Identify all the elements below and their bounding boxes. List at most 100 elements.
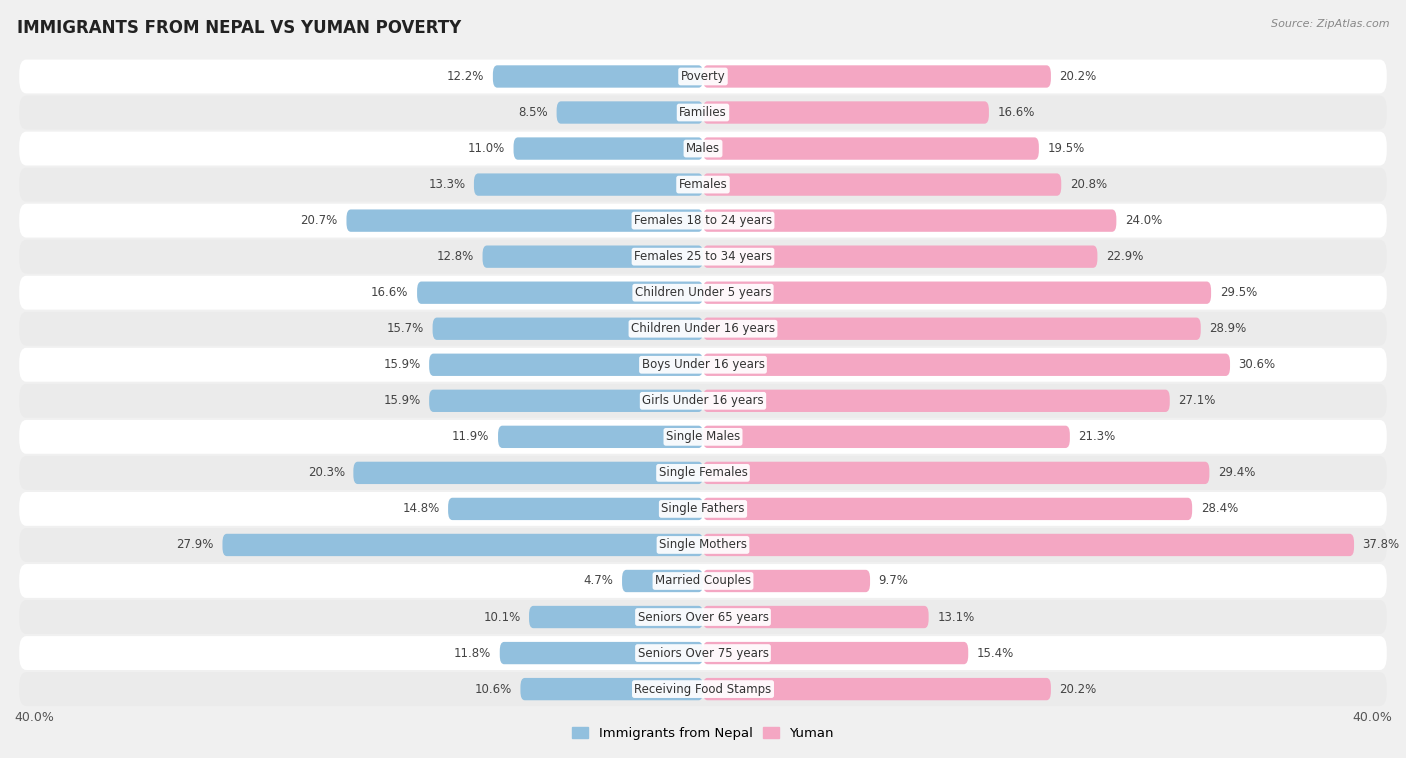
FancyBboxPatch shape xyxy=(703,462,1209,484)
Text: 13.1%: 13.1% xyxy=(938,610,974,624)
Text: 10.1%: 10.1% xyxy=(484,610,520,624)
Text: Children Under 5 years: Children Under 5 years xyxy=(634,287,772,299)
Text: 40.0%: 40.0% xyxy=(1353,712,1392,725)
Text: 29.4%: 29.4% xyxy=(1218,466,1256,479)
Text: Single Mothers: Single Mothers xyxy=(659,538,747,552)
FancyBboxPatch shape xyxy=(703,642,969,664)
Text: Males: Males xyxy=(686,142,720,155)
FancyBboxPatch shape xyxy=(449,498,703,520)
FancyBboxPatch shape xyxy=(703,102,988,124)
FancyBboxPatch shape xyxy=(20,672,1386,706)
FancyBboxPatch shape xyxy=(703,65,1050,88)
Text: 11.0%: 11.0% xyxy=(468,142,505,155)
FancyBboxPatch shape xyxy=(703,281,1211,304)
FancyBboxPatch shape xyxy=(703,174,1062,196)
FancyBboxPatch shape xyxy=(20,564,1386,598)
FancyBboxPatch shape xyxy=(222,534,703,556)
Text: 12.2%: 12.2% xyxy=(447,70,484,83)
FancyBboxPatch shape xyxy=(703,498,1192,520)
Text: 11.8%: 11.8% xyxy=(454,647,491,659)
FancyBboxPatch shape xyxy=(703,209,1116,232)
FancyBboxPatch shape xyxy=(20,132,1386,165)
Text: 15.9%: 15.9% xyxy=(384,394,420,407)
FancyBboxPatch shape xyxy=(20,96,1386,130)
Text: 4.7%: 4.7% xyxy=(583,575,613,587)
Text: 20.2%: 20.2% xyxy=(1060,683,1097,696)
FancyBboxPatch shape xyxy=(529,606,703,628)
Text: 20.7%: 20.7% xyxy=(301,214,337,227)
Text: Seniors Over 65 years: Seniors Over 65 years xyxy=(637,610,769,624)
Text: 15.7%: 15.7% xyxy=(387,322,425,335)
Text: 20.3%: 20.3% xyxy=(308,466,344,479)
Text: 28.4%: 28.4% xyxy=(1201,503,1239,515)
Text: 29.5%: 29.5% xyxy=(1219,287,1257,299)
FancyBboxPatch shape xyxy=(346,209,703,232)
Text: 11.9%: 11.9% xyxy=(453,431,489,443)
FancyBboxPatch shape xyxy=(557,102,703,124)
Text: 15.9%: 15.9% xyxy=(384,359,420,371)
Text: 9.7%: 9.7% xyxy=(879,575,908,587)
FancyBboxPatch shape xyxy=(621,570,703,592)
Text: Females: Females xyxy=(679,178,727,191)
FancyBboxPatch shape xyxy=(20,456,1386,490)
Text: 37.8%: 37.8% xyxy=(1362,538,1400,552)
FancyBboxPatch shape xyxy=(418,281,703,304)
Text: 8.5%: 8.5% xyxy=(519,106,548,119)
Text: Single Females: Single Females xyxy=(658,466,748,479)
Text: Boys Under 16 years: Boys Under 16 years xyxy=(641,359,765,371)
FancyBboxPatch shape xyxy=(353,462,703,484)
Text: 13.3%: 13.3% xyxy=(429,178,465,191)
FancyBboxPatch shape xyxy=(20,492,1386,526)
FancyBboxPatch shape xyxy=(703,534,1354,556)
FancyBboxPatch shape xyxy=(703,246,1098,268)
Text: 28.9%: 28.9% xyxy=(1209,322,1247,335)
Text: 12.8%: 12.8% xyxy=(437,250,474,263)
FancyBboxPatch shape xyxy=(513,137,703,160)
FancyBboxPatch shape xyxy=(429,390,703,412)
Text: 20.2%: 20.2% xyxy=(1060,70,1097,83)
FancyBboxPatch shape xyxy=(703,426,1070,448)
Text: 20.8%: 20.8% xyxy=(1070,178,1107,191)
FancyBboxPatch shape xyxy=(499,642,703,664)
Text: 21.3%: 21.3% xyxy=(1078,431,1116,443)
FancyBboxPatch shape xyxy=(20,420,1386,454)
Text: 22.9%: 22.9% xyxy=(1107,250,1143,263)
Text: Children Under 16 years: Children Under 16 years xyxy=(631,322,775,335)
Text: Females 18 to 24 years: Females 18 to 24 years xyxy=(634,214,772,227)
Text: 27.1%: 27.1% xyxy=(1178,394,1216,407)
FancyBboxPatch shape xyxy=(703,390,1170,412)
FancyBboxPatch shape xyxy=(429,353,703,376)
Text: Girls Under 16 years: Girls Under 16 years xyxy=(643,394,763,407)
FancyBboxPatch shape xyxy=(703,570,870,592)
Text: 10.6%: 10.6% xyxy=(475,683,512,696)
Text: Families: Families xyxy=(679,106,727,119)
Text: 16.6%: 16.6% xyxy=(997,106,1035,119)
Text: 24.0%: 24.0% xyxy=(1125,214,1163,227)
FancyBboxPatch shape xyxy=(703,606,928,628)
FancyBboxPatch shape xyxy=(703,678,1050,700)
FancyBboxPatch shape xyxy=(703,353,1230,376)
Text: Receiving Food Stamps: Receiving Food Stamps xyxy=(634,683,772,696)
FancyBboxPatch shape xyxy=(703,137,1039,160)
Legend: Immigrants from Nepal, Yuman: Immigrants from Nepal, Yuman xyxy=(567,722,839,745)
FancyBboxPatch shape xyxy=(20,528,1386,562)
FancyBboxPatch shape xyxy=(20,276,1386,309)
Text: 15.4%: 15.4% xyxy=(977,647,1014,659)
FancyBboxPatch shape xyxy=(433,318,703,340)
FancyBboxPatch shape xyxy=(520,678,703,700)
FancyBboxPatch shape xyxy=(20,348,1386,382)
Text: 19.5%: 19.5% xyxy=(1047,142,1084,155)
Text: Single Fathers: Single Fathers xyxy=(661,503,745,515)
Text: Source: ZipAtlas.com: Source: ZipAtlas.com xyxy=(1271,19,1389,29)
FancyBboxPatch shape xyxy=(474,174,703,196)
FancyBboxPatch shape xyxy=(494,65,703,88)
FancyBboxPatch shape xyxy=(20,312,1386,346)
Text: Poverty: Poverty xyxy=(681,70,725,83)
FancyBboxPatch shape xyxy=(20,384,1386,418)
Text: IMMIGRANTS FROM NEPAL VS YUMAN POVERTY: IMMIGRANTS FROM NEPAL VS YUMAN POVERTY xyxy=(17,19,461,37)
FancyBboxPatch shape xyxy=(20,168,1386,202)
FancyBboxPatch shape xyxy=(20,240,1386,274)
Text: 40.0%: 40.0% xyxy=(14,712,53,725)
FancyBboxPatch shape xyxy=(498,426,703,448)
FancyBboxPatch shape xyxy=(482,246,703,268)
